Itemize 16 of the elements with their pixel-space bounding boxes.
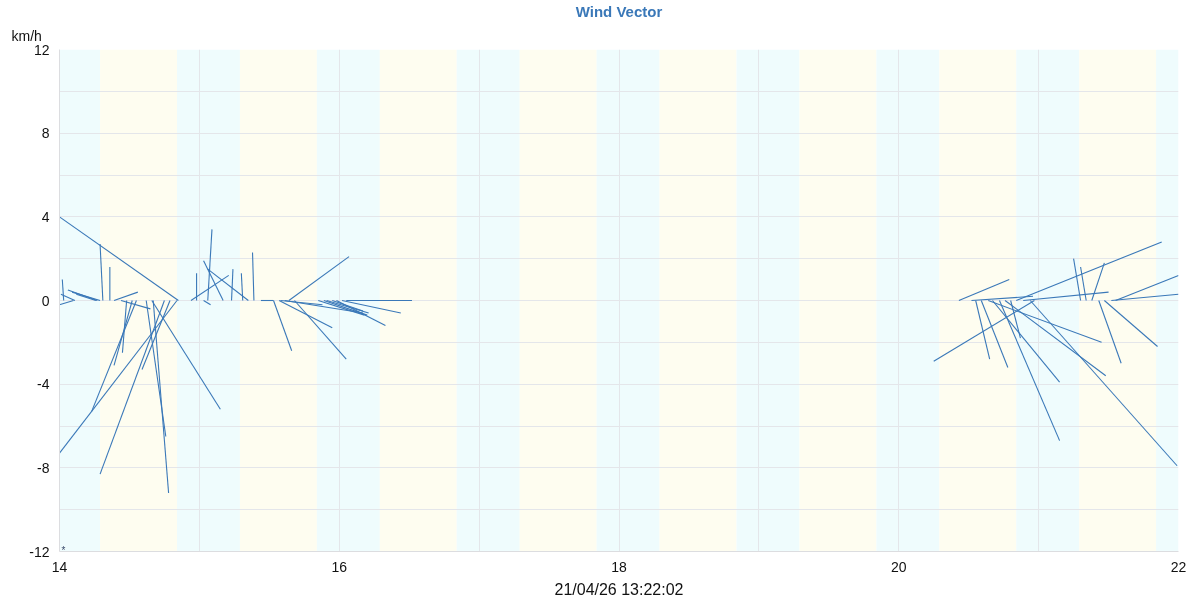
chart-title: Wind Vector	[575, 2, 663, 20]
x-tick-label: 22	[1170, 558, 1187, 575]
x-tick-label: 20	[890, 558, 907, 575]
y-tick-label: 8	[41, 125, 50, 142]
y-tick-label: -12	[29, 543, 50, 560]
x-tick-label: 14	[51, 558, 68, 575]
y-axis-title: km/h	[11, 27, 42, 44]
x-tick-label: 16	[331, 558, 348, 575]
y-tick-label: 12	[33, 41, 50, 58]
annotation: *	[61, 544, 66, 556]
y-tick-label: -8	[37, 459, 50, 476]
y-tick-label: 4	[41, 208, 50, 225]
y-tick-label: -4	[37, 376, 50, 393]
x-axis-title: 21/04/26 13:22:02	[554, 580, 684, 598]
y-tick-label: 0	[41, 292, 50, 309]
x-tick-label: 18	[611, 558, 627, 575]
